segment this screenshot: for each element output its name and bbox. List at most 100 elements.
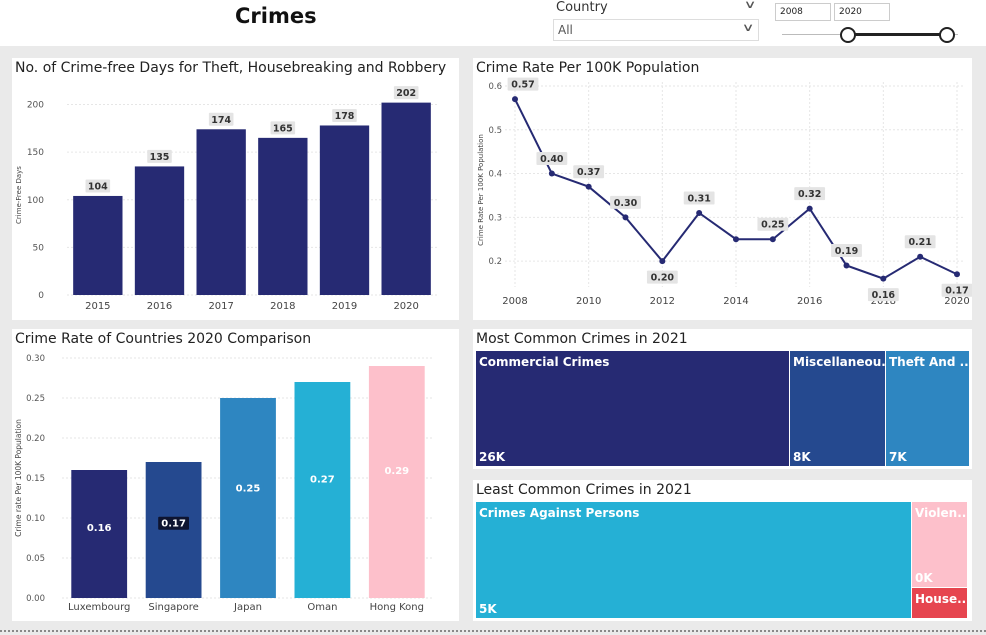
range-end-handle[interactable] (939, 27, 955, 43)
tile-label: Commercial Crimes (479, 355, 610, 369)
point-value-label: 0.40 (540, 154, 564, 165)
point-value-label-bg (831, 243, 862, 257)
point-value-label: 0.17 (945, 286, 968, 297)
y-axis-title: Crime rate Per 100K Population (14, 419, 23, 537)
data-point (769, 236, 776, 243)
bar-value-label: 135 (150, 152, 170, 163)
page-border (0, 630, 986, 632)
bar-value-label: 165 (273, 123, 293, 134)
country-comparison-chart: 0.00 0.05 0.10 0.15 0.20 0.25 0.30 Crime rate P… (14, 354, 434, 613)
bar-value-label: 174 (211, 115, 231, 126)
x-tick-label: Luxembourg (68, 602, 130, 613)
country-slicer-label: Country (556, 0, 608, 15)
point-value-label-bg (610, 195, 641, 209)
point-value-label: 0.30 (614, 198, 638, 209)
y-tick-label: 0.5 (488, 126, 502, 136)
data-point (806, 205, 813, 212)
point-value-label-bg (757, 217, 789, 231)
y-tick-label: 50 (33, 243, 45, 253)
treemap-tile-violent[interactable]: Violen... 0K (912, 502, 968, 588)
y-tick-label: 0.00 (26, 594, 45, 604)
range-start-handle[interactable] (840, 27, 856, 43)
crime-free-days-panel[interactable]: No. of Crime-free Days for Theft, Houseb… (12, 58, 459, 320)
chart-title: Least Common Crimes in 2021 (476, 482, 692, 498)
data-point (954, 271, 960, 278)
y-tick-label: 0.20 (26, 434, 45, 444)
treemap-tile-miscellaneous[interactable]: Miscellaneou... 8K (790, 351, 886, 467)
x-tick-label: 2017 (208, 301, 233, 312)
chart-title: No. of Crime-free Days for Theft, Houseb… (15, 60, 447, 76)
bar (196, 129, 246, 295)
bar-value-label-bg (270, 121, 296, 135)
bar-value-label-bg (147, 149, 172, 163)
crime-free-days-chart: 0 50 100 150 200 Crime-Free Days 104 2015 135 201… (15, 86, 437, 312)
bar (319, 125, 370, 295)
point-value-label: 0.32 (798, 189, 821, 200)
least-common-crimes-panel[interactable]: Least Common Crimes in 2021 Crimes Again… (473, 480, 972, 621)
tile-value: 5K (479, 602, 497, 616)
page-title: Crimes (235, 4, 317, 28)
data-point (696, 209, 703, 216)
treemap-tile-housebreaking[interactable]: House... (912, 588, 968, 619)
y-tick-label: 0.4 (488, 170, 502, 180)
point-value-label-bg (683, 191, 715, 205)
y-tick-label: 150 (27, 148, 44, 158)
country-dropdown[interactable]: All ∨ (553, 19, 759, 41)
x-tick-label: 2018 (270, 301, 295, 312)
bar (73, 195, 123, 295)
bar-value-label: 0.27 (310, 475, 335, 486)
point-value-label-bg (867, 288, 899, 302)
tile-value: 8K (793, 450, 811, 464)
x-tick-label: 2016 (147, 301, 172, 312)
bar (145, 462, 202, 598)
tile-label: Miscellaneou... (793, 355, 886, 369)
data-point (917, 253, 924, 260)
crime-rate-line-chart: 0.2 0.3 0.4 0.5 0.6 2008 2010 2012 2014 2016 2018 2… (477, 77, 972, 307)
y-tick-label: 0.15 (26, 474, 45, 484)
bar (368, 366, 425, 598)
chart-title: Most Common Crimes in 2021 (476, 331, 688, 347)
x-tick-label: 2014 (723, 296, 748, 307)
y-tick-label: 0.30 (26, 354, 45, 364)
point-value-label-bg (573, 165, 605, 179)
dropdown-chevron-icon: ∨ (741, 21, 755, 34)
point-value-label-bg (904, 235, 936, 249)
chevron-down-icon[interactable]: ∨ (743, 0, 757, 11)
treemap-tile-commercial-crimes[interactable]: Commercial Crimes 26K (476, 351, 790, 467)
point-value-label: 0.21 (908, 237, 931, 248)
bar-value-label-bg (85, 179, 111, 193)
x-tick-label: Japan (233, 602, 262, 613)
country-dropdown-value: All (558, 23, 573, 37)
bar (220, 398, 276, 598)
point-value-label: 0.20 (651, 273, 675, 284)
x-tick-label: Hong Kong (370, 602, 424, 613)
tile-label: House... (915, 592, 968, 606)
y-tick-label: 100 (27, 196, 44, 206)
treemap-tile-theft[interactable]: Theft And ... 7K (886, 351, 970, 467)
tile-value: 0K (915, 571, 933, 585)
bar (294, 382, 351, 598)
y-tick-label: 0.05 (26, 554, 45, 564)
y-tick-label: 0.6 (488, 82, 502, 92)
y-tick-label: 200 (27, 101, 44, 111)
tile-value: 7K (889, 450, 907, 464)
year-end-input[interactable]: 2020 (834, 3, 890, 21)
x-tick-label: Oman (307, 602, 337, 613)
chart-title: Crime Rate Per 100K Population (476, 60, 700, 76)
crime-rate-line-panel[interactable]: Crime Rate Per 100K Population 0.2 0.3 0.4… (473, 58, 972, 320)
bar-value-label-bg (158, 516, 189, 530)
most-common-crimes-panel[interactable]: Most Common Crimes in 2021 Commercial Cr… (473, 329, 972, 469)
bar-value-label: 0.29 (384, 466, 409, 477)
data-point (512, 96, 518, 103)
year-start-input[interactable]: 2008 (775, 3, 831, 21)
x-tick-label: 2016 (797, 296, 822, 307)
x-tick-label: 2012 (650, 296, 675, 307)
data-point (733, 236, 739, 243)
y-axis-title: Crime Rate Per 100K Population (477, 134, 485, 246)
treemap-tile-crimes-against-persons[interactable]: Crimes Against Persons 5K (476, 502, 912, 619)
tile-label: Violen... (915, 506, 968, 520)
country-comparison-panel[interactable]: Crime Rate of Countries 2020 Comparison … (12, 329, 459, 621)
bar-value-label-bg (83, 521, 115, 535)
point-value-label-bg (507, 77, 539, 91)
